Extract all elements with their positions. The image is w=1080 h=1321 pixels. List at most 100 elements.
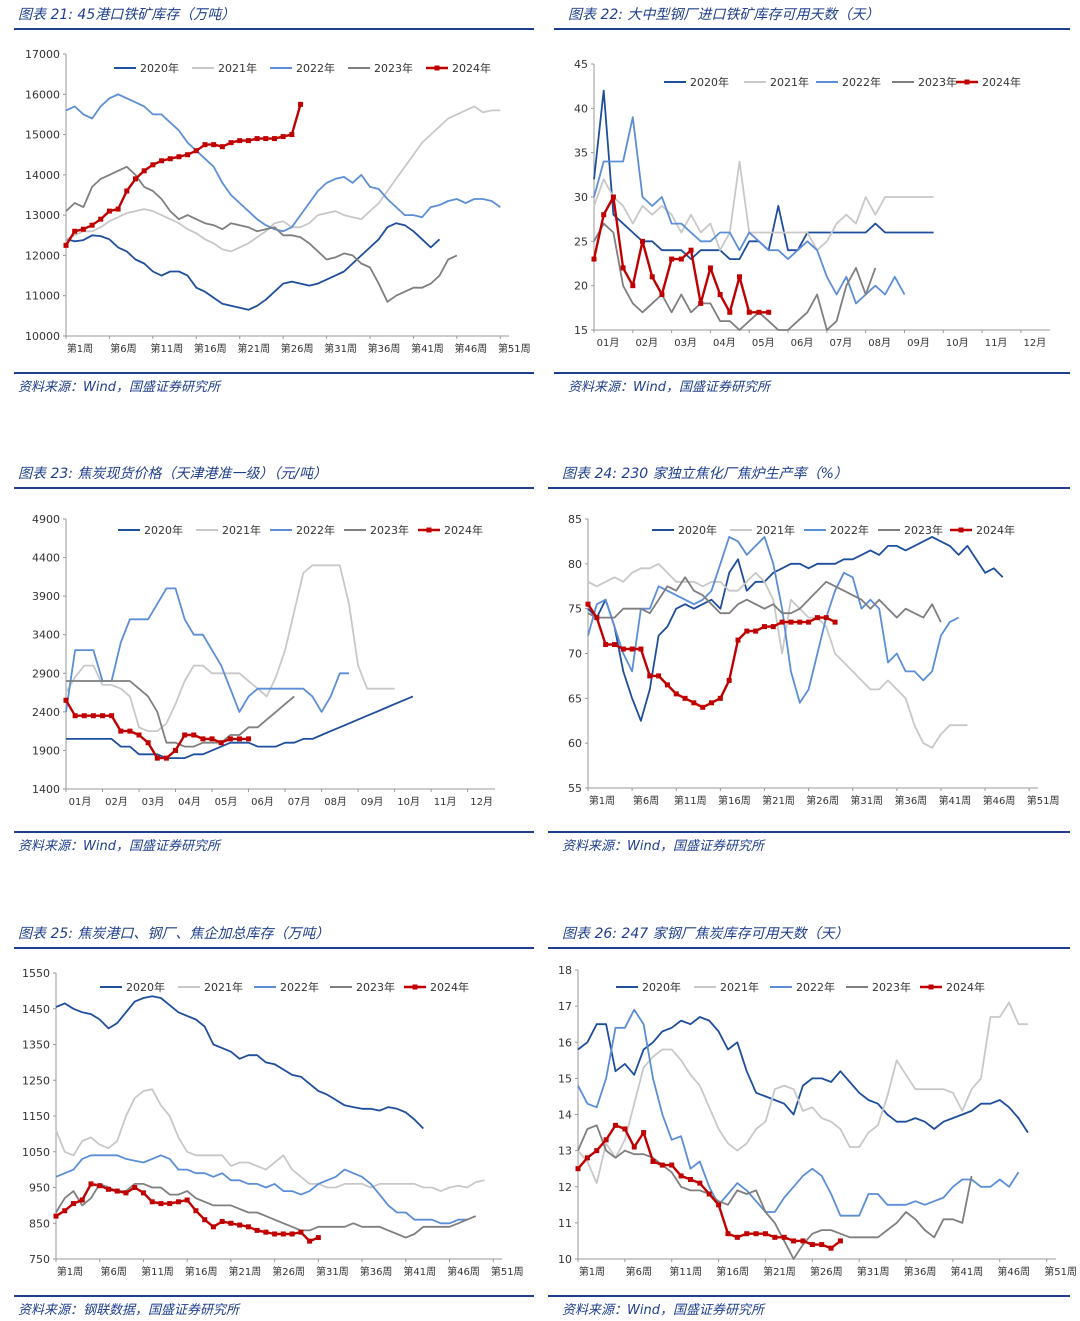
x-tick-label: 第46周 (997, 1265, 1030, 1278)
x-tick-label: 第36周 (360, 1265, 393, 1278)
x-tick-label: 10月 (946, 337, 969, 349)
series-marker (191, 732, 197, 738)
series-marker (298, 101, 304, 107)
legend-label: 2023年 (918, 75, 957, 89)
x-tick-label: 第21周 (763, 1265, 796, 1278)
series-marker (594, 615, 600, 621)
series-marker (706, 1191, 712, 1197)
y-tick-label: 17 (558, 1000, 572, 1013)
legend-label: 2024年 (946, 980, 985, 994)
y-tick-label: 1550 (22, 967, 50, 980)
series-marker (806, 619, 812, 625)
series-marker (114, 1188, 120, 1194)
legend-marker (412, 984, 418, 990)
series-marker (700, 704, 706, 710)
series-marker (781, 1234, 787, 1240)
series-marker (105, 1186, 111, 1192)
series-marker (698, 300, 704, 306)
legend-label: 2020年 (678, 523, 717, 537)
series-line-2022年 (587, 536, 960, 704)
series-marker (200, 736, 206, 742)
legend-marker (434, 65, 440, 71)
x-tick-label: 07月 (288, 796, 311, 808)
x-tick-label: 03月 (674, 337, 697, 349)
series-marker (149, 1199, 155, 1205)
series-marker (814, 615, 820, 621)
series-marker (638, 646, 644, 652)
series-marker (837, 1238, 843, 1244)
legend-label: 2022年 (296, 61, 335, 75)
legend-label: 2023年 (374, 61, 413, 75)
y-tick-label: 2900 (32, 667, 60, 680)
x-tick-label: 04月 (178, 796, 201, 808)
series-line-2022年 (55, 1154, 467, 1225)
figure-21-title-rule (14, 28, 534, 30)
x-tick-label: 第11周 (150, 342, 183, 355)
series-marker (118, 728, 124, 734)
series-line-2023年 (587, 576, 942, 623)
x-tick-label: 第11周 (674, 794, 707, 807)
figure-26-title: 图表 26: 247 家钢厂焦炭库存可用天数（天） (562, 926, 849, 942)
y-tick-label: 60 (568, 737, 582, 750)
series-marker (725, 1231, 731, 1237)
legend-label: 2022年 (796, 980, 835, 994)
x-tick-label: 12月 (470, 796, 493, 808)
series-marker (182, 732, 188, 738)
series-marker (81, 713, 87, 719)
series-marker (159, 158, 165, 164)
series-marker (669, 256, 675, 262)
figure-24: 图表 24: 230 家独立焦化厂焦炉生产率（%） 55 60 65 70 75 80 85… (548, 461, 1070, 861)
x-tick-label: 第41周 (951, 1265, 984, 1278)
x-tick-label: 11月 (434, 796, 457, 808)
series-marker (176, 154, 182, 160)
series-marker (629, 646, 635, 652)
legend-label: 2020年 (140, 61, 179, 75)
series-marker (716, 1202, 722, 1208)
series-marker (124, 188, 130, 194)
series-marker (237, 138, 243, 144)
series-line-2024年 (64, 699, 249, 760)
figure-25-source: 资料来源：钢联数据，国盛证券研究所 (18, 1303, 240, 1318)
series-marker (175, 1199, 181, 1205)
figure-21-source-rule (14, 372, 534, 374)
legend-label: 2024年 (452, 61, 491, 75)
series-marker (228, 1220, 234, 1226)
figure-22-title: 图表 22: 大中型钢厂进口铁矿库存可用天数（天） (568, 7, 880, 23)
figure-24-title: 图表 24: 230 家独立焦化厂焦炉生产率（%） (562, 466, 848, 482)
y-tick-label: 35 (574, 147, 588, 160)
series-marker (236, 736, 242, 742)
y-tick-label: 13 (558, 1145, 572, 1158)
y-tick-label: 4400 (32, 552, 60, 565)
x-tick-label: 第51周 (1044, 1265, 1077, 1278)
series-marker (772, 1234, 778, 1240)
y-tick-label: 15000 (25, 129, 60, 142)
series-line-2023年 (65, 165, 458, 303)
series-marker (603, 1137, 609, 1143)
figure-26-title-rule (548, 947, 1070, 949)
series-marker (106, 208, 112, 214)
series-marker (800, 1238, 806, 1244)
y-tick-label: 15 (558, 1072, 572, 1085)
x-tick-label: 第6周 (110, 342, 136, 355)
series-marker (72, 713, 78, 719)
series-marker (717, 292, 723, 298)
series-marker (753, 628, 759, 634)
series-marker (150, 162, 156, 168)
series-marker (788, 619, 794, 625)
y-tick-label: 13000 (25, 209, 60, 222)
figure-24-title-rule (548, 487, 1070, 489)
x-tick-label: 05月 (215, 796, 238, 808)
x-tick-label: 第51周 (491, 1265, 524, 1278)
series-marker (219, 144, 225, 150)
x-tick-label: 第46周 (983, 794, 1016, 807)
legend-label: 2024年 (976, 523, 1015, 537)
series-marker (709, 700, 715, 706)
series-marker (210, 1224, 216, 1230)
legend-marker (958, 527, 964, 533)
x-tick-label: 第31周 (316, 1265, 349, 1278)
figure-23-title: 图表 23: 焦炭现货价格（天津港准一级）（元/吨） (18, 466, 328, 482)
series-marker (298, 1229, 304, 1235)
x-tick-label: 09月 (907, 337, 930, 349)
x-tick-label: 第36周 (904, 1265, 937, 1278)
x-tick-label: 07月 (829, 337, 852, 349)
